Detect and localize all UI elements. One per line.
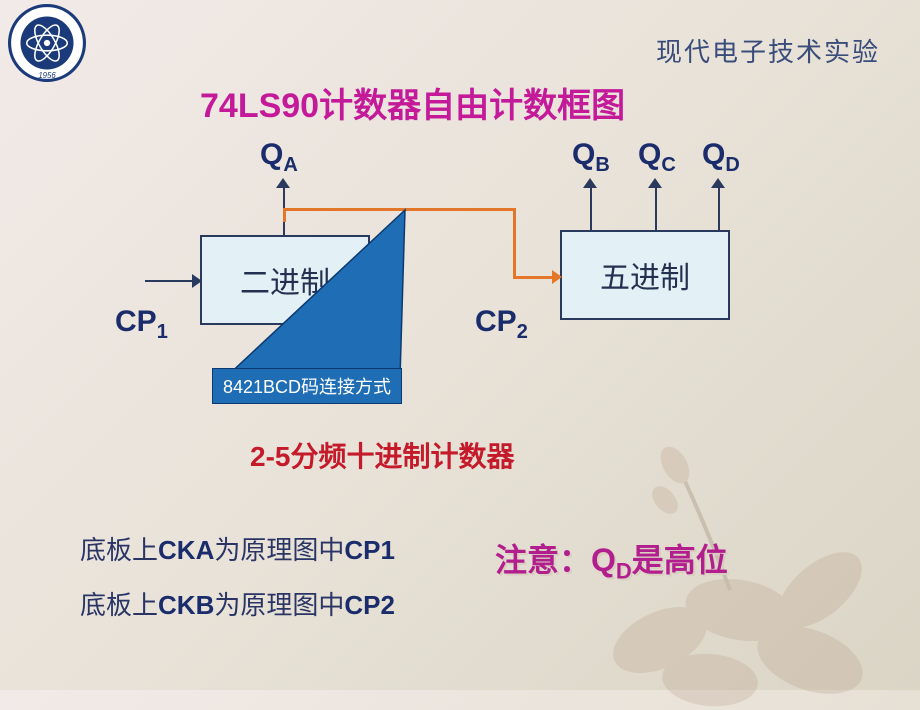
label-qa: QA — [260, 138, 298, 177]
svg-text:1956: 1956 — [38, 71, 56, 80]
label-cp2: CP2 — [475, 305, 528, 344]
conn-qa-cp2-v2 — [513, 208, 516, 278]
arrow-cp1-head — [192, 274, 202, 288]
block-quinary: 五进制 — [560, 230, 730, 320]
label-qc: QC — [638, 138, 676, 177]
diagram-subtitle: 2-5分频十进制计数器 — [250, 435, 514, 475]
note-line-2: 底板上CKB为原理图中CP2 — [80, 585, 395, 622]
header-subtitle: 现代电子技术实验 — [656, 32, 880, 69]
warning-text: 注意：QD是高位 — [495, 535, 728, 584]
arrow-qa-head — [276, 178, 290, 188]
arrow-qc-head — [648, 178, 662, 188]
arrow-qd-head — [711, 178, 725, 188]
arrow-cp1 — [145, 280, 195, 282]
callout-triangle — [205, 206, 435, 386]
arrow-qd — [718, 188, 720, 230]
label-qd: QD — [702, 138, 740, 177]
conn-qa-cp2-h2 — [513, 276, 555, 279]
uestc-logo: 1956 — [8, 4, 86, 82]
page-title: 74LS90计数器自由计数框图 — [200, 78, 625, 127]
label-qb: QB — [572, 138, 610, 177]
conn-qa-cp2-head — [552, 270, 562, 284]
arrow-qb-head — [583, 178, 597, 188]
note-line-1: 底板上CKA为原理图中CP1 — [80, 530, 395, 567]
label-cp1: CP1 — [115, 305, 168, 344]
arrow-qb — [590, 188, 592, 230]
callout-box: 8421BCD码连接方式 — [212, 368, 402, 404]
block-diagram: 二进制 五进制 CP1 QA CP2 QB QC QD 8421BCD码 — [100, 130, 820, 410]
arrow-qc — [655, 188, 657, 230]
